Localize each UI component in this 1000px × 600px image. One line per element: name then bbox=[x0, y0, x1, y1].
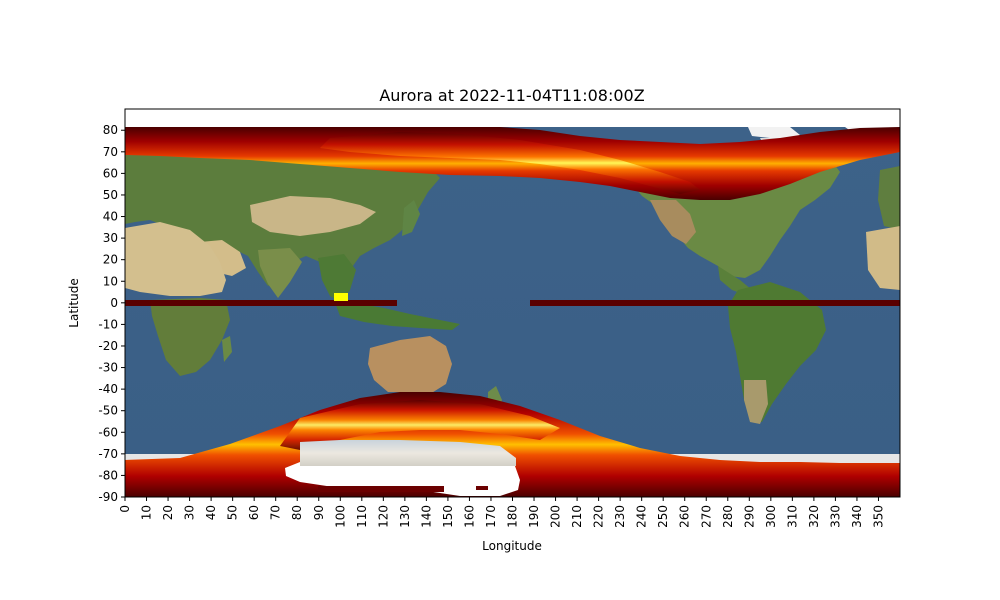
y-tick-label: -90 bbox=[98, 490, 118, 504]
x-tick-label: 30 bbox=[183, 505, 197, 520]
x-tick-label: 160 bbox=[462, 505, 476, 528]
y-tick-label: -10 bbox=[98, 317, 118, 331]
land-central-america bbox=[718, 266, 752, 296]
land-australia bbox=[368, 336, 452, 394]
land-europe-right bbox=[878, 166, 900, 230]
y-tick-label: 70 bbox=[103, 145, 118, 159]
x-tick-label: 10 bbox=[140, 505, 154, 520]
x-tick-label: 200 bbox=[549, 505, 563, 528]
y-axis-ticks: 80 70 60 50 40 30 20 10 0 -10 -20 -30 -40 -50 -60 -70 -8… bbox=[98, 123, 125, 504]
x-tick-label: 180 bbox=[506, 505, 520, 528]
land-india bbox=[258, 248, 302, 298]
south-strip-2 bbox=[476, 486, 488, 490]
y-tick-label: -30 bbox=[98, 361, 118, 375]
y-tick-label: 50 bbox=[103, 188, 118, 202]
x-tick-label: 90 bbox=[312, 505, 326, 520]
x-tick-label: 130 bbox=[398, 505, 412, 528]
x-tick-label: 270 bbox=[699, 505, 713, 528]
x-tick-label: 140 bbox=[419, 505, 433, 528]
x-tick-label: 40 bbox=[204, 505, 218, 520]
x-tick-label: 0 bbox=[118, 505, 132, 513]
land-indochina bbox=[318, 254, 356, 302]
x-tick-label: 50 bbox=[226, 505, 240, 520]
x-tick-label: 20 bbox=[161, 505, 175, 520]
x-tick-label: 190 bbox=[527, 505, 541, 528]
y-tick-label: 80 bbox=[103, 123, 118, 137]
x-tick-label: 210 bbox=[570, 505, 584, 528]
y-tick-label: 40 bbox=[103, 210, 118, 224]
x-tick-label: 60 bbox=[247, 505, 261, 520]
y-tick-label: 0 bbox=[110, 296, 118, 310]
x-tick-label: 170 bbox=[484, 505, 498, 528]
x-tick-label: 320 bbox=[807, 505, 821, 528]
y-tick-label: -40 bbox=[98, 382, 118, 396]
x-tick-label: 330 bbox=[828, 505, 842, 528]
y-tick-label: -20 bbox=[98, 339, 118, 353]
x-tick-label: 350 bbox=[871, 505, 885, 528]
x-tick-label: 280 bbox=[721, 505, 735, 528]
y-tick-label: -50 bbox=[98, 404, 118, 418]
aurora-north-band bbox=[125, 127, 900, 200]
land-north-america-dry bbox=[650, 200, 696, 244]
land-south-america-south bbox=[744, 380, 768, 424]
land-africa-south bbox=[150, 298, 230, 376]
x-tick-label: 70 bbox=[269, 505, 283, 520]
y-tick-label: 60 bbox=[103, 166, 118, 180]
land-indonesia bbox=[334, 300, 460, 330]
equator-band-left bbox=[125, 300, 397, 306]
y-tick-label: -60 bbox=[98, 425, 118, 439]
chart-title: Aurora at 2022-11-04T11:08:00Z bbox=[379, 86, 644, 105]
x-tick-label: 250 bbox=[656, 505, 670, 528]
x-tick-label: 230 bbox=[613, 505, 627, 528]
x-axis-label: Longitude bbox=[482, 539, 542, 553]
equator-band-right bbox=[530, 300, 900, 306]
x-tick-label: 240 bbox=[635, 505, 649, 528]
aurora-north-peak bbox=[320, 132, 700, 194]
land-africa-north bbox=[125, 222, 226, 296]
y-tick-label: 20 bbox=[103, 253, 118, 267]
map-background bbox=[125, 109, 900, 497]
y-tick-label: 10 bbox=[103, 274, 118, 288]
south-strip-1 bbox=[318, 486, 444, 492]
y-tick-label: 30 bbox=[103, 231, 118, 245]
x-tick-label: 290 bbox=[742, 505, 756, 528]
land-africa-right bbox=[866, 226, 900, 290]
x-tick-label: 120 bbox=[376, 505, 390, 528]
x-tick-label: 100 bbox=[333, 505, 347, 528]
x-tick-label: 80 bbox=[290, 505, 304, 520]
x-axis-ticks: 0 10 20 30 40 50 60 70 80 90 100 110 120 130 140 150 160… bbox=[118, 497, 885, 528]
x-tick-label: 110 bbox=[355, 505, 369, 528]
x-tick-label: 340 bbox=[850, 505, 864, 528]
y-tick-label: -70 bbox=[98, 447, 118, 461]
land-asia-desert bbox=[250, 196, 376, 236]
x-tick-label: 310 bbox=[785, 505, 799, 528]
land-madagascar bbox=[222, 336, 232, 362]
land-japan bbox=[402, 200, 420, 236]
x-tick-label: 220 bbox=[592, 505, 606, 528]
x-tick-label: 300 bbox=[764, 505, 778, 528]
aurora-south-peak bbox=[280, 400, 560, 450]
x-tick-label: 150 bbox=[441, 505, 455, 528]
south-pole-mask bbox=[300, 440, 516, 466]
y-tick-label: -80 bbox=[98, 468, 118, 482]
y-axis-label: Latitude bbox=[67, 278, 81, 327]
x-tick-label: 260 bbox=[678, 505, 692, 528]
equator-hotspot bbox=[334, 293, 348, 301]
